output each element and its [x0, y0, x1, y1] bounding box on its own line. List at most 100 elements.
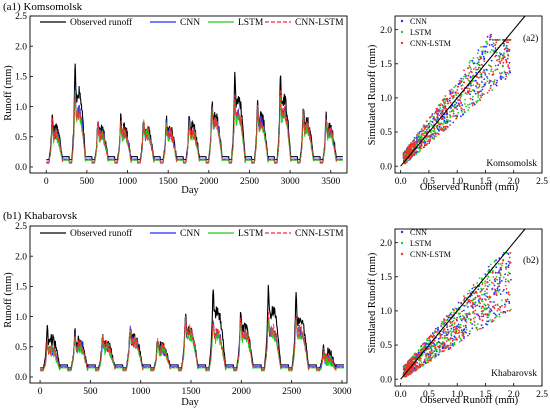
scatter-point-lstm — [501, 264, 503, 267]
scatter-point-cnn-lstm — [463, 295, 465, 297]
legend-cnnlstm-label: CNN-LSTM — [295, 18, 344, 28]
scatter-point-lstm — [468, 64, 471, 67]
scatter-point-lstm — [456, 114, 459, 117]
scatter-point-cnn-lstm — [405, 375, 408, 378]
scatter-point-cnn-lstm — [470, 299, 472, 302]
scatter-point-cnn-lstm — [427, 359, 430, 362]
scatter-point-cnn-lstm — [425, 143, 428, 146]
scatter-point-lstm — [471, 89, 474, 91]
scatter-point-cnn-lstm — [421, 128, 423, 131]
scatter-point-lstm — [428, 348, 431, 350]
scatter-point-cnn-lstm — [506, 309, 509, 312]
scatter-point-cnn-lstm — [462, 333, 465, 336]
scatter-point-cnn — [499, 280, 501, 283]
scatter-point-cnn — [490, 309, 493, 312]
scatter-point-lstm — [484, 294, 487, 297]
scatter-point-cnn — [446, 100, 449, 103]
scatter-point-cnn-lstm — [444, 102, 446, 104]
scatter-point-cnn-lstm — [483, 93, 485, 95]
x-tick-label: 2500 — [240, 177, 259, 187]
panel-b2-one-to-one-line — [400, 228, 526, 380]
scatter-point-cnn — [498, 279, 501, 281]
scatter-point-lstm — [432, 134, 435, 137]
scatter-point-cnn — [429, 354, 432, 357]
scatter-point-lstm — [492, 39, 495, 41]
scatter-point-lstm — [463, 75, 465, 78]
scatter-point-lstm — [476, 83, 479, 86]
scatter-point-cnn — [413, 139, 415, 141]
scatter-point-cnn-lstm — [425, 120, 428, 123]
scatter-point-cnn-lstm — [417, 355, 419, 357]
scatter-point-cnn — [490, 84, 492, 87]
scatter-point-lstm — [419, 352, 421, 355]
scatter-point-cnn-lstm — [445, 346, 448, 349]
scatter-point-lstm — [486, 77, 489, 80]
scatter-point-lstm — [469, 83, 471, 86]
scatter-point-cnn-lstm — [488, 310, 491, 312]
scatter-point-cnn-lstm — [447, 346, 449, 348]
scatter-point-cnn-lstm — [402, 156, 405, 158]
scatter-point-cnn — [463, 328, 466, 331]
scatter-point-cnn-lstm — [506, 50, 509, 52]
scatter-point-cnn-lstm — [494, 55, 497, 58]
scatter-point-lstm — [492, 276, 495, 278]
scatter-point-cnn — [473, 90, 476, 93]
scatter-point-lstm — [423, 139, 426, 142]
scatter-point-lstm — [508, 294, 511, 296]
scatter-point-cnn-lstm — [469, 66, 472, 69]
scatter-point-cnn-lstm — [476, 294, 479, 297]
scatter-point-cnn-lstm — [443, 335, 446, 337]
scatter-point-cnn — [472, 62, 475, 65]
scatter-point-cnn-lstm — [411, 368, 414, 371]
scatter-point-cnn-lstm — [494, 304, 497, 307]
scatter-point-lstm — [433, 355, 435, 357]
scatter-point-cnn — [446, 319, 449, 321]
legend-cnn-label: CNN — [180, 229, 200, 239]
scatter-point-cnn-lstm — [432, 333, 434, 335]
scatter-point-cnn-lstm — [449, 124, 451, 126]
scatter-point-cnn-lstm — [447, 338, 450, 341]
scatter-point-cnn — [509, 272, 511, 275]
scatter-point-cnn-lstm — [429, 138, 432, 141]
scatter-point-cnn-lstm — [455, 91, 457, 94]
scatter-point-lstm — [430, 123, 433, 126]
scatter-point-lstm — [494, 69, 497, 72]
panel-a2-one-to-one-line — [400, 15, 526, 167]
scatter-point-lstm — [450, 88, 453, 91]
scatter-point-lstm — [419, 135, 421, 138]
scatter-point-cnn-lstm — [419, 138, 421, 141]
scatter-point-lstm — [499, 263, 502, 265]
scatter-point-cnn-lstm — [445, 340, 448, 342]
scatter-point-cnn-lstm — [489, 87, 492, 90]
scatter-point-lstm — [487, 298, 490, 300]
legend-cnn-label: CNN — [410, 17, 427, 26]
scatter-point-cnn-lstm — [479, 297, 481, 300]
scatter-point-cnn — [485, 68, 488, 71]
scatter-point-cnn-lstm — [440, 111, 443, 113]
scatter-point-lstm — [462, 78, 465, 80]
scatter-point-cnn-lstm — [466, 315, 469, 318]
scatter-point-cnn — [436, 127, 439, 130]
panel-a2-y-ticks: 0.0 0.5 1.0 1.5 2.0 — [380, 26, 398, 172]
scatter-point-cnn-lstm — [485, 299, 487, 301]
scatter-point-lstm — [491, 89, 494, 91]
scatter-point-cnn-lstm — [415, 364, 418, 367]
scatter-point-cnn-lstm — [446, 344, 449, 347]
scatter-point-lstm — [450, 106, 453, 109]
scatter-point-cnn — [492, 45, 495, 48]
panel-b2-ylabel: Simulated Runoff (mm) — [367, 252, 378, 353]
scatter-point-cnn-lstm — [416, 134, 418, 136]
y-tick-label: 1.5 — [15, 283, 27, 293]
scatter-point-cnn-lstm — [432, 342, 435, 345]
scatter-point-cnn — [483, 58, 485, 61]
legend-cnn-marker — [400, 230, 404, 234]
scatter-point-cnn-lstm — [495, 41, 498, 44]
scatter-point-cnn — [504, 311, 506, 313]
scatter-point-lstm — [440, 126, 443, 129]
scatter-point-lstm — [480, 46, 482, 48]
scatter-point-cnn-lstm — [456, 108, 459, 111]
scatter-point-cnn-lstm — [447, 332, 450, 335]
scatter-point-cnn-lstm — [445, 128, 447, 131]
legend-lstm-label: LSTM — [410, 239, 431, 248]
scatter-point-cnn-lstm — [448, 89, 451, 92]
